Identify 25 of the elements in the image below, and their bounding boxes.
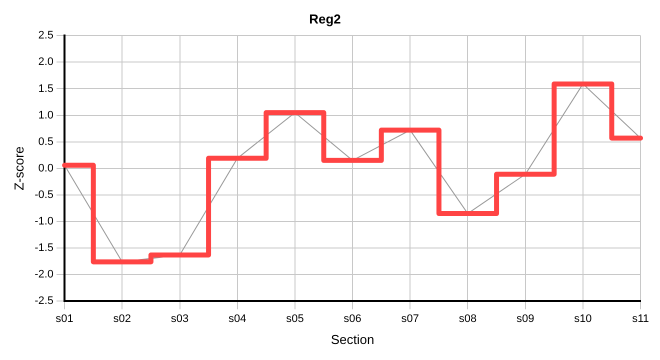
chart-title: Reg2 [309,11,341,26]
x-tick-label: s07 [401,312,420,325]
x-axis-title: Section [330,332,374,347]
y-tick-label: 1.0 [38,109,54,122]
y-tick-label: 0.0 [38,162,54,174]
x-tick-label: s09 [516,312,534,325]
y-tick-label: -0.5 [34,188,54,201]
x-tick-label: s11 [632,312,649,325]
y-axis-title: Z-score [11,146,26,190]
x-tick-label: s01 [56,312,74,325]
x-tick-label: s10 [574,312,592,325]
y-tick-label: -1.0 [34,216,54,228]
y-tick-label: 2.5 [38,30,54,42]
y-tick-label: -2.5 [34,295,54,308]
y-tick-label: 1.5 [38,82,54,95]
x-tick-label: s08 [458,312,477,325]
y-tick-label: -1.5 [34,242,54,254]
y-tick-label: -2.0 [34,268,54,281]
x-tick-label: s04 [228,312,246,325]
y-tick-label: 2.0 [38,56,54,68]
y-tick-label: 0.5 [38,136,54,148]
x-tick-label: s03 [170,312,189,325]
x-tick-label: s02 [113,312,132,325]
x-tick-label: s06 [344,312,362,325]
x-tick-label: s05 [286,312,304,325]
